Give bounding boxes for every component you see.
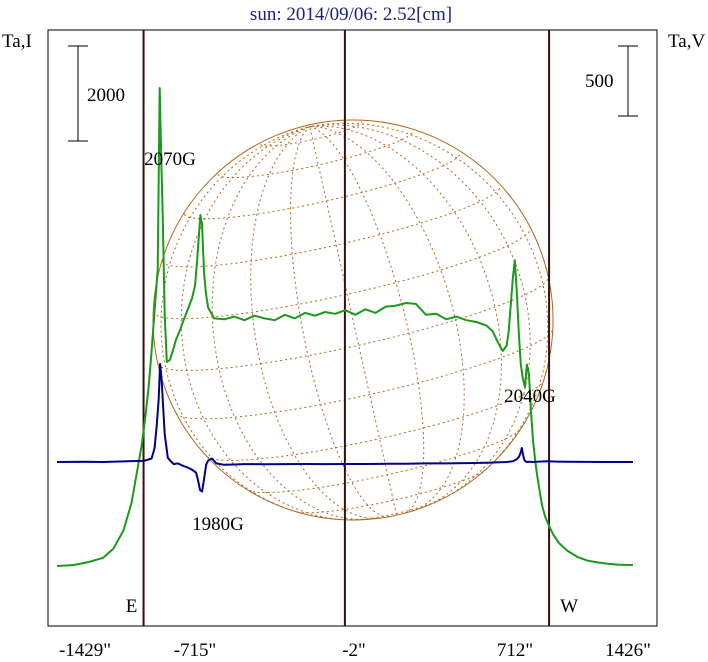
latitude-line <box>206 381 544 462</box>
x-tick-labels: -1429" -715" -2" 712" 1426" <box>59 640 651 661</box>
series-line-ta-i <box>56 87 634 567</box>
longitude-line <box>289 126 389 518</box>
limb-label-E: E <box>126 596 138 617</box>
longitude-line <box>160 126 310 516</box>
longitude-line <box>309 125 502 508</box>
longitude-line <box>211 126 368 521</box>
x-tick-label: -1429" <box>59 640 111 661</box>
longitude-line <box>309 126 398 516</box>
data-series <box>56 87 634 567</box>
latitude-line <box>152 227 531 320</box>
annotation-label: 1980G <box>192 514 244 535</box>
x-tick-label: 712" <box>497 640 533 661</box>
annotations: 2070G 1980G 2040G <box>144 149 556 535</box>
longitude-line <box>309 126 425 514</box>
left-axis-label: Ta,I <box>2 31 32 52</box>
plot-frame <box>47 29 658 627</box>
annotation-label: 2040G <box>504 386 556 407</box>
solar-disk <box>152 119 554 521</box>
x-tick-label: -2" <box>342 640 366 661</box>
longitude-line <box>309 126 465 512</box>
latitude-line <box>296 469 486 514</box>
x-tick-label: 1426" <box>605 640 651 661</box>
annotation-label: 2070G <box>144 149 196 170</box>
series-line-ta-v <box>56 363 633 493</box>
x-tick-label: -715" <box>174 640 217 661</box>
latitude-line <box>161 185 501 268</box>
latitude-line <box>175 329 554 420</box>
left-scale-value: 2000 <box>87 85 125 106</box>
longitude-line <box>180 126 352 521</box>
longitude-line <box>250 126 382 519</box>
longitude-line <box>309 124 531 501</box>
limb-label-W: W <box>560 596 578 617</box>
chart-title: sun: 2014/09/06: 2.52[cm] <box>250 4 452 25</box>
left-scale-bar: 2000 <box>68 45 125 142</box>
right-scale-bar: 500 <box>585 45 638 117</box>
right-scale-value: 500 <box>585 71 614 92</box>
right-axis-label: Ta,V <box>668 31 705 52</box>
